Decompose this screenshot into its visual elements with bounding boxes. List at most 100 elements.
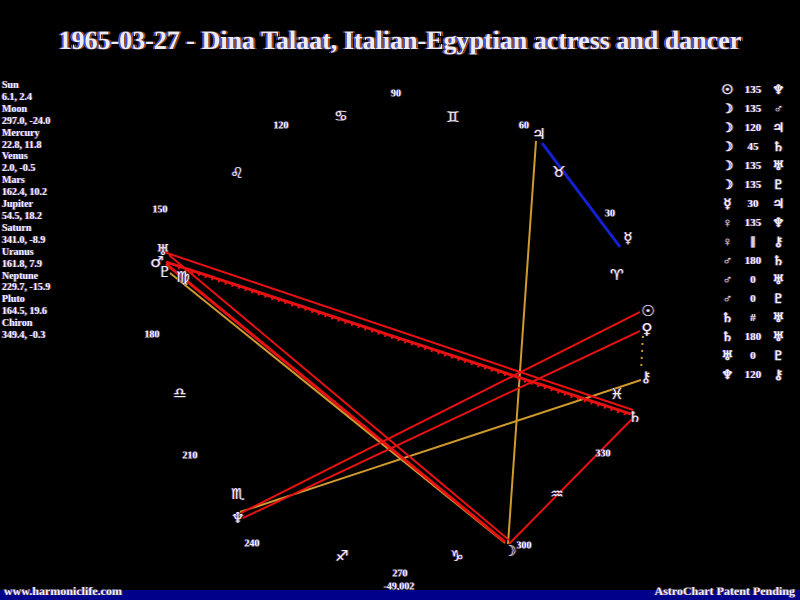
ephemeris-planet-name: Mercury xyxy=(2,127,40,139)
aspect-row: ♂ 180 ♄ xyxy=(719,251,799,270)
aspect-planet2-glyph: ♂ xyxy=(773,100,784,116)
aspect-planet1-glyph: ♀ xyxy=(722,214,733,230)
planet-glyph-chiron: ⚷ xyxy=(640,368,652,386)
chart-bottom-annotation: -49,002 xyxy=(383,581,415,593)
aspect-line-neptune-sun-135 xyxy=(240,311,641,514)
aspect-row: ♄ 180 ♅ xyxy=(719,327,799,346)
aspect-line-uranus-moon-135 xyxy=(168,254,510,541)
aspect-angle: 135 xyxy=(744,216,762,229)
aspect-angle: 135 xyxy=(744,102,762,115)
aspect-angle: 120 xyxy=(744,368,762,381)
planet-glyph-moon: ☽ xyxy=(503,542,517,560)
footer-bar xyxy=(0,590,800,600)
ephemeris-planet-value: 161.8, 7.9 xyxy=(2,258,42,270)
ephemeris-planet-name: Chiron xyxy=(2,318,33,330)
aspect-angle: 0 xyxy=(750,292,756,305)
aspect-planet1-glyph: ☽ xyxy=(721,138,734,154)
aspect-planet1-glyph: ☽ xyxy=(721,176,734,192)
degree-label-240: 240 xyxy=(244,538,260,550)
planet-glyph-saturn: ♄ xyxy=(628,408,642,426)
ephemeris-planet-name: Venus xyxy=(2,151,28,163)
ephemeris-planet-name: Jupiter xyxy=(2,199,34,211)
aspect-planet2-glyph: ♆ xyxy=(772,81,785,97)
aspect-line-uranus-saturn-180 xyxy=(163,251,634,411)
ephemeris-planet-value: 6.1, 2.4 xyxy=(2,91,32,103)
degree-label-90: 90 xyxy=(391,88,401,100)
aspect-row: ☽ 45 ♄ xyxy=(719,137,799,156)
ephemeris-planet-value: 22.8, 11.8 xyxy=(2,139,42,151)
zodiac-glyph-aries: ♈ xyxy=(610,266,624,284)
planet-glyph-pluto: ♇ xyxy=(158,263,172,281)
ephemeris-planet-name: Sun xyxy=(2,80,19,91)
aspect-row: ♅ 0 ♇ xyxy=(719,346,799,365)
aspect-row: ☽ 135 ♅ xyxy=(719,156,799,175)
degree-label-60: 60 xyxy=(519,120,529,132)
planet-glyph-uranus: ♅ xyxy=(156,241,170,259)
aspect-planet2-glyph: ♇ xyxy=(772,347,785,363)
aspect-planet2-glyph: ♇ xyxy=(772,176,785,192)
aspect-planet2-glyph: ♆ xyxy=(772,214,785,230)
zodiac-glyph-capricorn: ♑ xyxy=(450,547,464,565)
aspect-planet2-glyph: ♃ xyxy=(772,195,785,211)
zodiac-glyph-taurus: ♉ xyxy=(552,163,566,181)
planet-glyph-sun: ☉ xyxy=(641,302,655,320)
ephemeris-planet-value: 54.5, 18.2 xyxy=(2,210,42,222)
aspect-planet2-glyph: ♅ xyxy=(772,309,785,325)
aspect-angle: # xyxy=(750,311,756,324)
ephemeris-planet-name: Neptune xyxy=(2,270,39,282)
degree-label-180: 180 xyxy=(144,329,160,341)
ephemeris-planet-value: 2.0, -0.5 xyxy=(2,163,36,175)
zodiac-glyph-aquarius: ♒ xyxy=(550,485,564,503)
aspect-row: ☽ 120 ♃ xyxy=(719,118,799,137)
aspect-row: ♀ ∥ ⚷ xyxy=(719,232,799,251)
aspect-planet2-glyph: ♇ xyxy=(772,290,785,306)
degree-label-120: 120 xyxy=(273,120,289,132)
patent-pending-text: AstroChart Patent Pending xyxy=(654,584,795,598)
aspect-angle: 30 xyxy=(747,197,759,210)
aspect-line-mars-saturn-180 xyxy=(165,260,632,416)
planet-glyph-neptune: ♆ xyxy=(231,509,245,527)
aspect-row: ♄ # ♅ xyxy=(719,308,799,327)
aspect-angle: 135 xyxy=(744,83,762,96)
aspect-planet2-glyph: ♅ xyxy=(772,271,785,287)
aspect-line-mars-moon-135 xyxy=(165,262,506,544)
aspect-planet1-glyph: ♅ xyxy=(721,347,734,363)
aspect-planet2-glyph: ♅ xyxy=(772,157,785,173)
aspect-row: ♂ 0 ♅ xyxy=(719,270,799,289)
aspect-planet1-glyph: ♄ xyxy=(721,328,734,344)
zodiac-glyph-sagittarius: ♐ xyxy=(335,547,349,565)
zodiac-glyph-leo: ♌ xyxy=(230,164,244,182)
aspect-planet2-glyph: ♄ xyxy=(772,252,785,268)
aspect-planet1-glyph: ☽ xyxy=(721,119,734,135)
ephemeris-planet-value: 349.4, -0.3 xyxy=(2,330,46,342)
ephemeris-planet-value: 162.4, 10.2 xyxy=(2,187,47,199)
planet-glyph-venus: ♀ xyxy=(641,320,653,338)
aspect-row: ☽ 135 ♇ xyxy=(719,175,799,194)
aspect-line-neptune-venus-135 xyxy=(242,330,641,519)
ephemeris-planet-value: 297.0, -24.0 xyxy=(2,115,51,127)
aspect-planet1-glyph: ☿ xyxy=(723,195,732,211)
planet-ephemeris-table: Sun 6.1, 2.4 Moon 297.0, -24.0 Mercury 22.8, … xyxy=(2,80,50,342)
ephemeris-planet-value: 229.7, -15.9 xyxy=(2,282,51,294)
aspect-planet1-glyph: ♂ xyxy=(722,252,733,268)
aspect-planet2-glyph: ⚷ xyxy=(773,233,784,249)
aspect-planet1-glyph: ♂ xyxy=(722,271,733,287)
aspect-planet1-glyph: ☉ xyxy=(721,81,734,97)
degree-label-270: 270 xyxy=(392,568,408,580)
ephemeris-planet-name: Uranus xyxy=(2,246,34,258)
aspect-planet1-glyph: ♀ xyxy=(722,233,733,249)
degree-label-300: 300 xyxy=(516,540,532,552)
aspect-planet2-glyph: ♃ xyxy=(772,119,785,135)
planet-glyph-mercury: ☿ xyxy=(623,229,633,247)
aspect-row: ♂ 0 ♇ xyxy=(719,289,799,308)
aspect-planet1-glyph: ☽ xyxy=(721,100,734,116)
aspect-angle: 135 xyxy=(744,159,762,172)
aspect-angle: 120 xyxy=(744,121,762,134)
aspect-angle: 0 xyxy=(750,273,756,286)
aspect-planet2-glyph: ♄ xyxy=(772,138,785,154)
site-url-text: www.harmoniclife.com xyxy=(4,584,122,598)
aspect-angle: 45 xyxy=(747,140,759,153)
aspect-planet1-glyph: ♆ xyxy=(721,366,734,382)
